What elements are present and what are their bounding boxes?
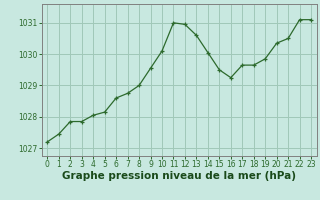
X-axis label: Graphe pression niveau de la mer (hPa): Graphe pression niveau de la mer (hPa) [62,171,296,181]
